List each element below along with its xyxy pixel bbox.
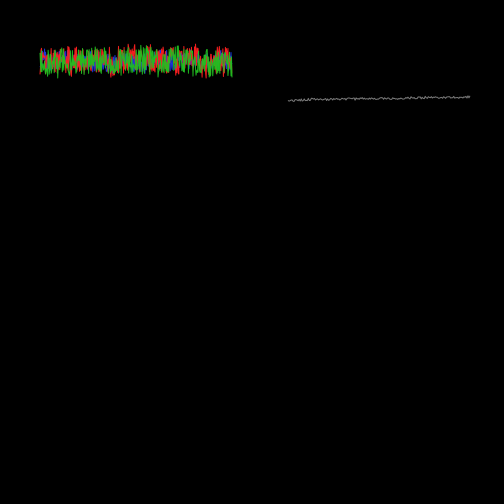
figure-stage xyxy=(0,0,504,504)
chart-background xyxy=(0,0,504,504)
chart-svg xyxy=(0,0,504,504)
